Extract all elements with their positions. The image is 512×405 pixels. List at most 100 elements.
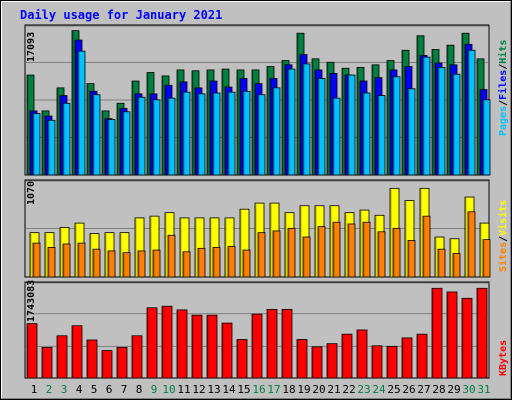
middle-panel-max-label: 1070 xyxy=(26,181,37,205)
pages-bar xyxy=(197,93,206,176)
legend-entry: Hits xyxy=(497,40,509,64)
day-label: 24 xyxy=(372,383,386,396)
day-label: 7 xyxy=(121,383,128,396)
sites-bar xyxy=(392,227,401,278)
sites-bar xyxy=(182,251,191,278)
day-label: 18 xyxy=(282,383,295,396)
kbytes-bar xyxy=(281,308,293,379)
pages-bar xyxy=(332,97,341,176)
sites-bar xyxy=(107,250,116,278)
bottom-panel-max-label: 1743083 xyxy=(26,280,37,322)
sites-bar xyxy=(377,231,386,278)
sites-bar xyxy=(302,236,311,278)
kbytes-bar xyxy=(446,291,458,379)
kbytes-bar xyxy=(416,333,428,379)
sites-bar xyxy=(437,248,446,278)
kbytes-bar xyxy=(26,323,38,379)
day-label: 28 xyxy=(432,383,445,396)
day-label: 25 xyxy=(387,383,400,396)
legend-entry: / xyxy=(498,64,509,70)
day-label: 4 xyxy=(76,383,83,396)
kbytes-bar xyxy=(311,346,323,379)
pages-bar xyxy=(347,74,356,176)
sites-bar xyxy=(212,247,221,278)
pages-bar xyxy=(437,66,446,176)
pages-bar xyxy=(242,90,251,176)
kbytes-bar xyxy=(116,346,128,379)
pages-bar xyxy=(362,92,371,176)
sites-bar xyxy=(287,227,296,278)
pages-bar xyxy=(287,68,296,176)
kbytes-bar xyxy=(371,345,383,379)
pages-bar xyxy=(467,49,476,176)
sites-bar xyxy=(197,247,206,278)
day-label: 2 xyxy=(46,383,53,396)
day-labels: 1 2 3 4 5 6 7 8 9 10 11 12 13 14 15 16 17 18 19 20 21 22 23 24 2… xyxy=(31,383,491,396)
legend-entry: Files xyxy=(497,70,509,100)
legend-entry: KBytes xyxy=(498,340,509,376)
day-label: 15 xyxy=(237,383,250,396)
day-label: 30 xyxy=(462,383,475,396)
kbytes-bar xyxy=(41,346,53,379)
sites-bar xyxy=(77,242,86,278)
sites-bar xyxy=(47,247,56,278)
panel-kbytes xyxy=(24,281,490,379)
kbytes-bar xyxy=(296,339,308,379)
kbytes-bar xyxy=(161,305,173,379)
sites-bar xyxy=(482,239,491,278)
sites-bar xyxy=(227,246,236,278)
pages-bar xyxy=(227,91,236,176)
day-label: 3 xyxy=(61,383,68,396)
pages-bar xyxy=(452,73,461,176)
kbytes-bar xyxy=(176,309,188,379)
kbytes-bar xyxy=(401,337,413,379)
sites-bar xyxy=(317,226,326,278)
pages-bar xyxy=(122,111,131,176)
day-label: 12 xyxy=(192,383,205,396)
sites-bar xyxy=(452,253,461,278)
chart-title: Daily usage for January 2021 xyxy=(20,8,222,22)
kbytes-bar xyxy=(56,335,68,379)
kbytes-bar xyxy=(71,325,83,379)
kbytes-bar xyxy=(251,313,263,379)
kbytes-bar xyxy=(101,350,113,379)
sites-bar xyxy=(347,223,356,278)
pages-bar xyxy=(77,50,86,176)
sites-bar xyxy=(92,248,101,278)
pages-bar xyxy=(152,99,161,176)
pages-bar xyxy=(377,95,386,176)
legend-entry: Sites xyxy=(497,242,509,272)
day-label: 23 xyxy=(357,383,370,396)
day-label: 27 xyxy=(417,383,430,396)
day-label: 20 xyxy=(312,383,325,396)
day-label: 16 xyxy=(252,383,265,396)
pages-bar xyxy=(482,99,491,176)
sites-bar xyxy=(407,240,416,278)
pages-bar xyxy=(257,94,266,176)
pages-bar xyxy=(47,119,56,176)
sites-bar xyxy=(257,232,266,278)
kbytes-bar xyxy=(476,287,488,379)
pages-bar xyxy=(272,87,281,176)
top-panel-max-label: 17093 xyxy=(26,32,37,62)
sites-bar xyxy=(32,242,41,278)
day-label: 5 xyxy=(91,383,98,396)
day-label: 14 xyxy=(222,383,236,396)
day-label: 6 xyxy=(106,383,113,396)
top-panel-legend: Pages/Files/Hits xyxy=(497,40,509,136)
kbytes-bar xyxy=(131,335,143,379)
panel-pages-files-hits xyxy=(24,24,491,176)
day-label: 29 xyxy=(447,383,460,396)
kbytes-bar xyxy=(341,333,353,379)
pages-bar xyxy=(107,119,116,176)
day-label: 9 xyxy=(151,383,158,396)
pages-bar xyxy=(212,92,221,176)
pages-bar xyxy=(422,56,431,176)
kbytes-bar xyxy=(146,307,158,379)
pages-bar xyxy=(62,102,71,176)
pages-bar xyxy=(302,63,311,176)
kbytes-bar xyxy=(266,308,278,379)
sites-bar xyxy=(467,211,476,278)
